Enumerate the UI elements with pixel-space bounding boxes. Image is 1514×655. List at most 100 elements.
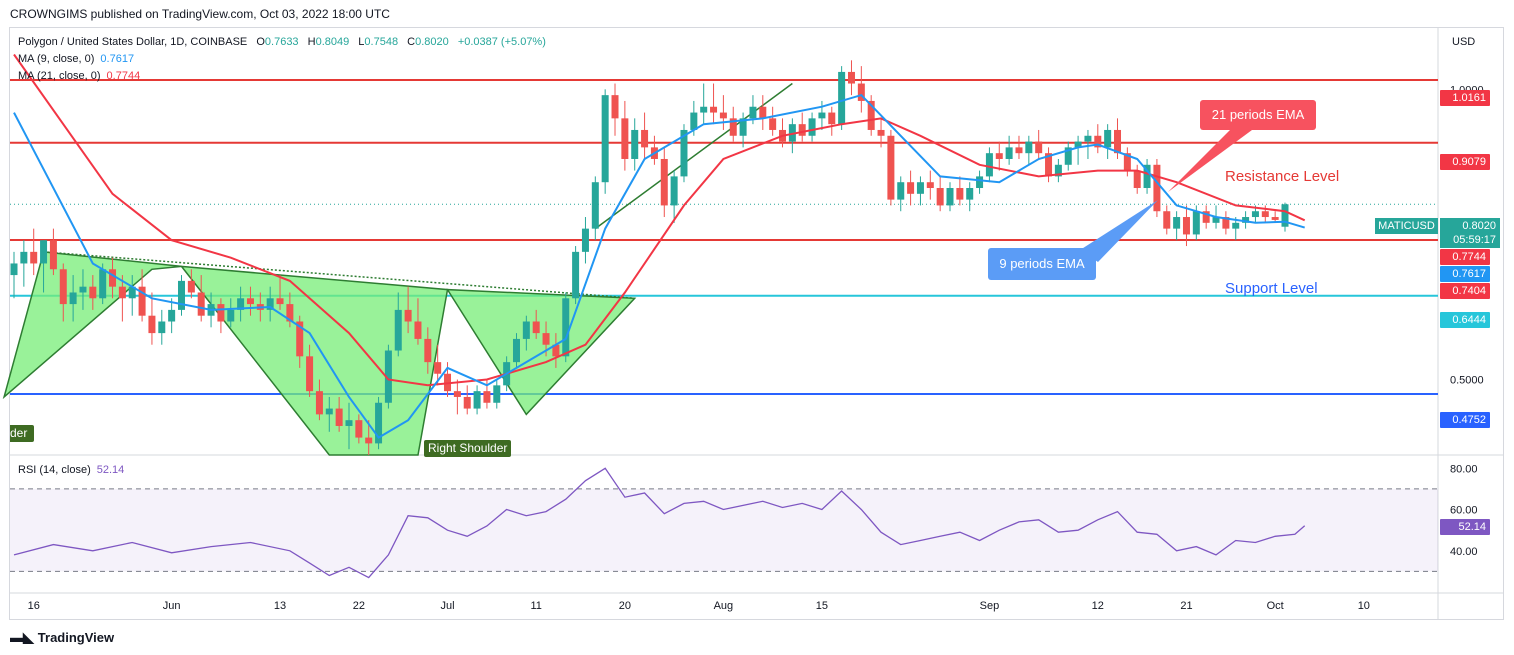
candle-body (1054, 164, 1062, 177)
price-tag-rsi: 52.14 (1440, 519, 1490, 535)
candle-body (907, 182, 915, 194)
candle-body (473, 391, 481, 409)
candle-body (887, 135, 895, 200)
chart-frame[interactable] (9, 27, 1504, 620)
time-tick-label: Jul (440, 600, 454, 612)
candle-body (631, 129, 639, 159)
candle-body (1143, 164, 1151, 189)
candle-body (424, 338, 432, 363)
candle-body (237, 298, 245, 310)
rsi-tick-label: 60.00 (1450, 505, 1478, 517)
candle-body (375, 402, 383, 444)
candle-body (867, 100, 875, 130)
right-shoulder-label[interactable]: Right Shoulder (424, 440, 512, 457)
candle-body (286, 304, 294, 322)
ohlc-close: 0.8020 (415, 36, 449, 48)
publisher-line: CROWNGIMS published on TradingView.com, … (10, 7, 390, 21)
tradingview-logo[interactable]: ▬◣ TradingView (10, 629, 114, 646)
currency-label: USD (1452, 36, 1476, 48)
candle-body (1212, 217, 1220, 223)
price-tag-resistance-2: 0.9079 (1440, 154, 1490, 170)
candle-body (522, 321, 530, 339)
ma9-value: 0.7617 (100, 53, 135, 65)
price-tag-ma9: 0.7617 (1440, 266, 1490, 282)
candle-body (601, 95, 609, 183)
ma21-value: 0.7744 (106, 70, 141, 82)
candle-body (562, 298, 570, 357)
candle-body (483, 391, 491, 403)
rsi-line (13, 467, 1306, 579)
left-shoulder-label[interactable]: der (10, 425, 34, 442)
right-shoulder-triangle (446, 288, 637, 416)
candle-body (680, 129, 688, 177)
ema21-callout-pointer (1168, 130, 1252, 192)
resistance-level-label[interactable]: Resistance Level (1225, 168, 1340, 185)
head-triangle (179, 265, 449, 456)
candle-body (1192, 211, 1200, 235)
candle-body (581, 228, 589, 252)
rsi-tick-label: 40.00 (1450, 546, 1478, 558)
ma21-legend[interactable]: MA (21, close, 0) 0.7744 (18, 70, 146, 82)
candle-body (847, 71, 855, 84)
support-level-label[interactable]: Support Level (1225, 280, 1318, 297)
candle-body (798, 124, 806, 136)
candle-body (542, 333, 550, 345)
candle-body (1084, 135, 1092, 142)
time-tick-label: 10 (1358, 600, 1370, 612)
candle-body (916, 182, 924, 194)
candle-body (384, 350, 392, 403)
candle-body (1015, 147, 1023, 154)
candle-body (621, 118, 629, 159)
candle-body (276, 298, 284, 305)
candle-body (1064, 147, 1072, 165)
ema9-callout[interactable]: 9 periods EMA (988, 248, 1096, 280)
ema21-callout[interactable]: 21 periods EMA (1200, 100, 1316, 130)
time-tick-label: 15 (816, 600, 828, 612)
candle-body (1005, 147, 1013, 159)
symbol-legend: Polygon / United States Dollar, 1D, COIN… (18, 36, 546, 48)
rsi-legend[interactable]: RSI (14, close) 52.14 (18, 464, 130, 476)
candle-body (138, 286, 146, 316)
candle-body (148, 315, 156, 334)
candle-body (315, 391, 323, 415)
price-tag-support-1: 0.7404 (1440, 283, 1490, 299)
price-tag-resistance-1: 1.0161 (1440, 90, 1490, 106)
candle-body (69, 292, 77, 305)
price-tag-support-2: 0.6444 (1440, 312, 1490, 328)
candle-body (1182, 217, 1190, 235)
candle-body (345, 420, 353, 426)
ma9-label: MA (9, close, 0) (18, 53, 95, 65)
candle-body (296, 321, 304, 357)
symbol-tag: MATICUSD (1375, 218, 1438, 234)
candle-body (926, 182, 934, 189)
price-tag-ma21: 0.7744 (1440, 249, 1490, 265)
candle-body (1035, 141, 1043, 154)
candle-body (572, 251, 580, 299)
candle-body (89, 286, 97, 299)
candle-body (1153, 164, 1161, 212)
ma21-line (13, 53, 1306, 387)
candle-body (187, 280, 195, 293)
candle-body (769, 118, 777, 130)
candle-body (1261, 211, 1269, 218)
time-tick-label: 16 (28, 600, 40, 612)
candle-body (1222, 217, 1230, 229)
candle-body (453, 391, 461, 397)
candle-body (1163, 211, 1171, 229)
candle-body (266, 298, 274, 310)
rsi-value: 52.14 (96, 464, 125, 476)
candle-body (690, 112, 698, 130)
time-tick-label: 13 (274, 600, 286, 612)
candle-body (246, 298, 254, 305)
time-tick-label: Jun (163, 600, 181, 612)
candle-body (956, 188, 964, 200)
candle-body (710, 106, 718, 113)
ma9-legend[interactable]: MA (9, close, 0) 0.7617 (18, 53, 140, 65)
candle-body (700, 106, 708, 113)
candle-body (552, 344, 560, 357)
ohlc-open: 0.7633 (264, 36, 299, 48)
candle-body (1251, 211, 1259, 218)
candle-body (365, 437, 373, 444)
bar-countdown: 05:59:17 (1453, 234, 1496, 246)
